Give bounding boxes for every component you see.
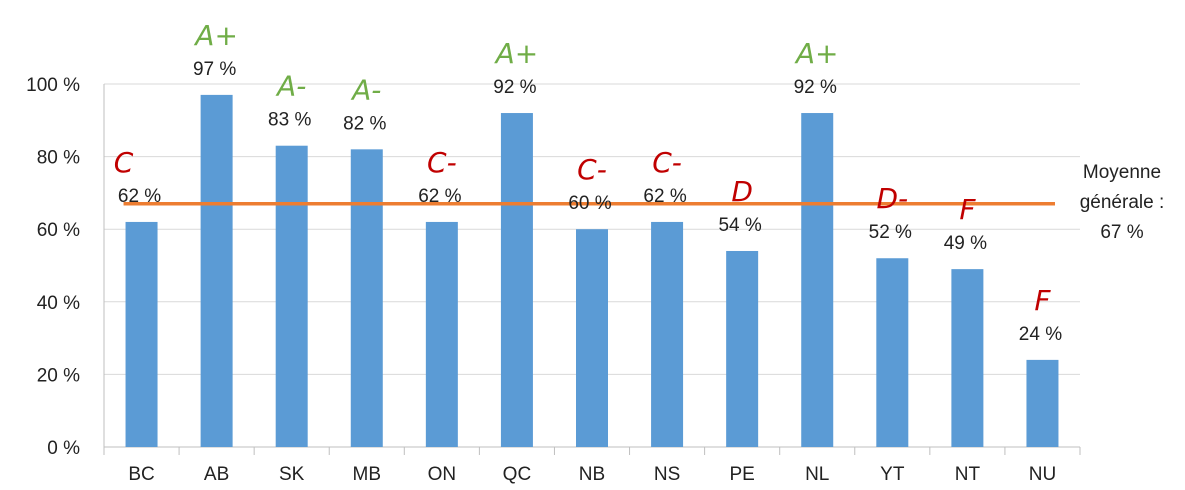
grade-label: D-	[876, 182, 908, 215]
x-axis-ticks: BC AB SK MB ON QC NB NS PE NL YT NT NU	[128, 464, 1056, 485]
y-tick-label: 60 %	[37, 220, 80, 241]
data-label: 82 %	[343, 113, 386, 134]
bar-on	[425, 221, 458, 447]
data-label: 62 %	[643, 186, 686, 207]
bar-ns	[651, 221, 684, 447]
x-tick-label: PE	[729, 464, 754, 485]
grade-label: F	[1034, 284, 1051, 317]
x-tick-label: NL	[805, 464, 829, 485]
data-label: 49 %	[944, 233, 987, 254]
x-tick-label: SK	[279, 464, 305, 485]
bar-nu	[1026, 359, 1059, 447]
y-tick-label: 20 %	[37, 365, 80, 386]
data-label: 62 %	[418, 186, 461, 207]
bar-pe	[726, 250, 759, 447]
grade-label: C	[114, 146, 134, 179]
data-label: 62 %	[118, 186, 161, 207]
grade-label: A-	[350, 73, 381, 106]
average-label: Moyenne générale : 67 %	[1080, 162, 1165, 243]
x-tick-label: NU	[1029, 464, 1056, 485]
data-label: 24 %	[1019, 324, 1062, 345]
data-label: 92 %	[493, 77, 536, 98]
data-label: 52 %	[869, 222, 912, 243]
grade-label: A+	[494, 37, 539, 70]
x-tick-label: ON	[428, 464, 457, 485]
grade-label: A-	[275, 70, 306, 103]
bar-nt	[951, 269, 984, 447]
grade-label: A+	[794, 37, 839, 70]
x-tick-label: BC	[128, 464, 154, 485]
x-tick-label: MB	[353, 464, 382, 485]
x-tick-label: NS	[654, 464, 680, 485]
bar-nb	[576, 229, 608, 447]
bar-ab	[200, 94, 233, 447]
average-label-line: 67 %	[1100, 222, 1143, 243]
grade-label: C-	[427, 146, 457, 179]
bar-sk	[275, 145, 308, 447]
grade-label: D	[731, 175, 753, 208]
x-tick-label: AB	[204, 464, 229, 485]
data-label: 60 %	[568, 193, 611, 214]
x-tick-label: YT	[880, 464, 905, 485]
data-label: 83 %	[268, 110, 311, 131]
x-tick-label: QC	[503, 464, 532, 485]
grade-label: C-	[577, 153, 607, 186]
y-tick-label: 0 %	[47, 438, 80, 459]
x-tick-label: NB	[579, 464, 605, 485]
data-label: 54 %	[718, 215, 761, 236]
data-labels: 62 % 97 % 83 % 82 % 62 % 92 % 60 % 62 % 54 % 92 %…	[118, 59, 1062, 345]
grade-labels: C A+ A- A- C- A+ C- C- D A+ D- F F	[114, 19, 1052, 317]
y-tick-label: 100 %	[26, 75, 80, 96]
grade-label: A+	[193, 19, 238, 52]
bar-bc	[125, 221, 158, 447]
average-label-line: générale :	[1080, 192, 1165, 213]
bar-mb	[350, 149, 383, 447]
y-tick-label: 80 %	[37, 148, 80, 169]
average-label-line: Moyenne	[1083, 162, 1161, 183]
y-tick-label: 40 %	[37, 293, 80, 314]
bar-yt	[876, 258, 909, 447]
bar-nl	[801, 113, 834, 447]
grade-label: F	[959, 193, 976, 226]
x-tick-label: NT	[955, 464, 981, 485]
bar-qc	[500, 113, 533, 447]
bars	[125, 94, 1059, 447]
y-axis-ticks: 0 % 20 % 40 % 60 % 80 % 100 %	[26, 75, 80, 459]
grade-label: C-	[652, 146, 682, 179]
data-label: 97 %	[193, 59, 236, 80]
data-label: 92 %	[794, 77, 837, 98]
